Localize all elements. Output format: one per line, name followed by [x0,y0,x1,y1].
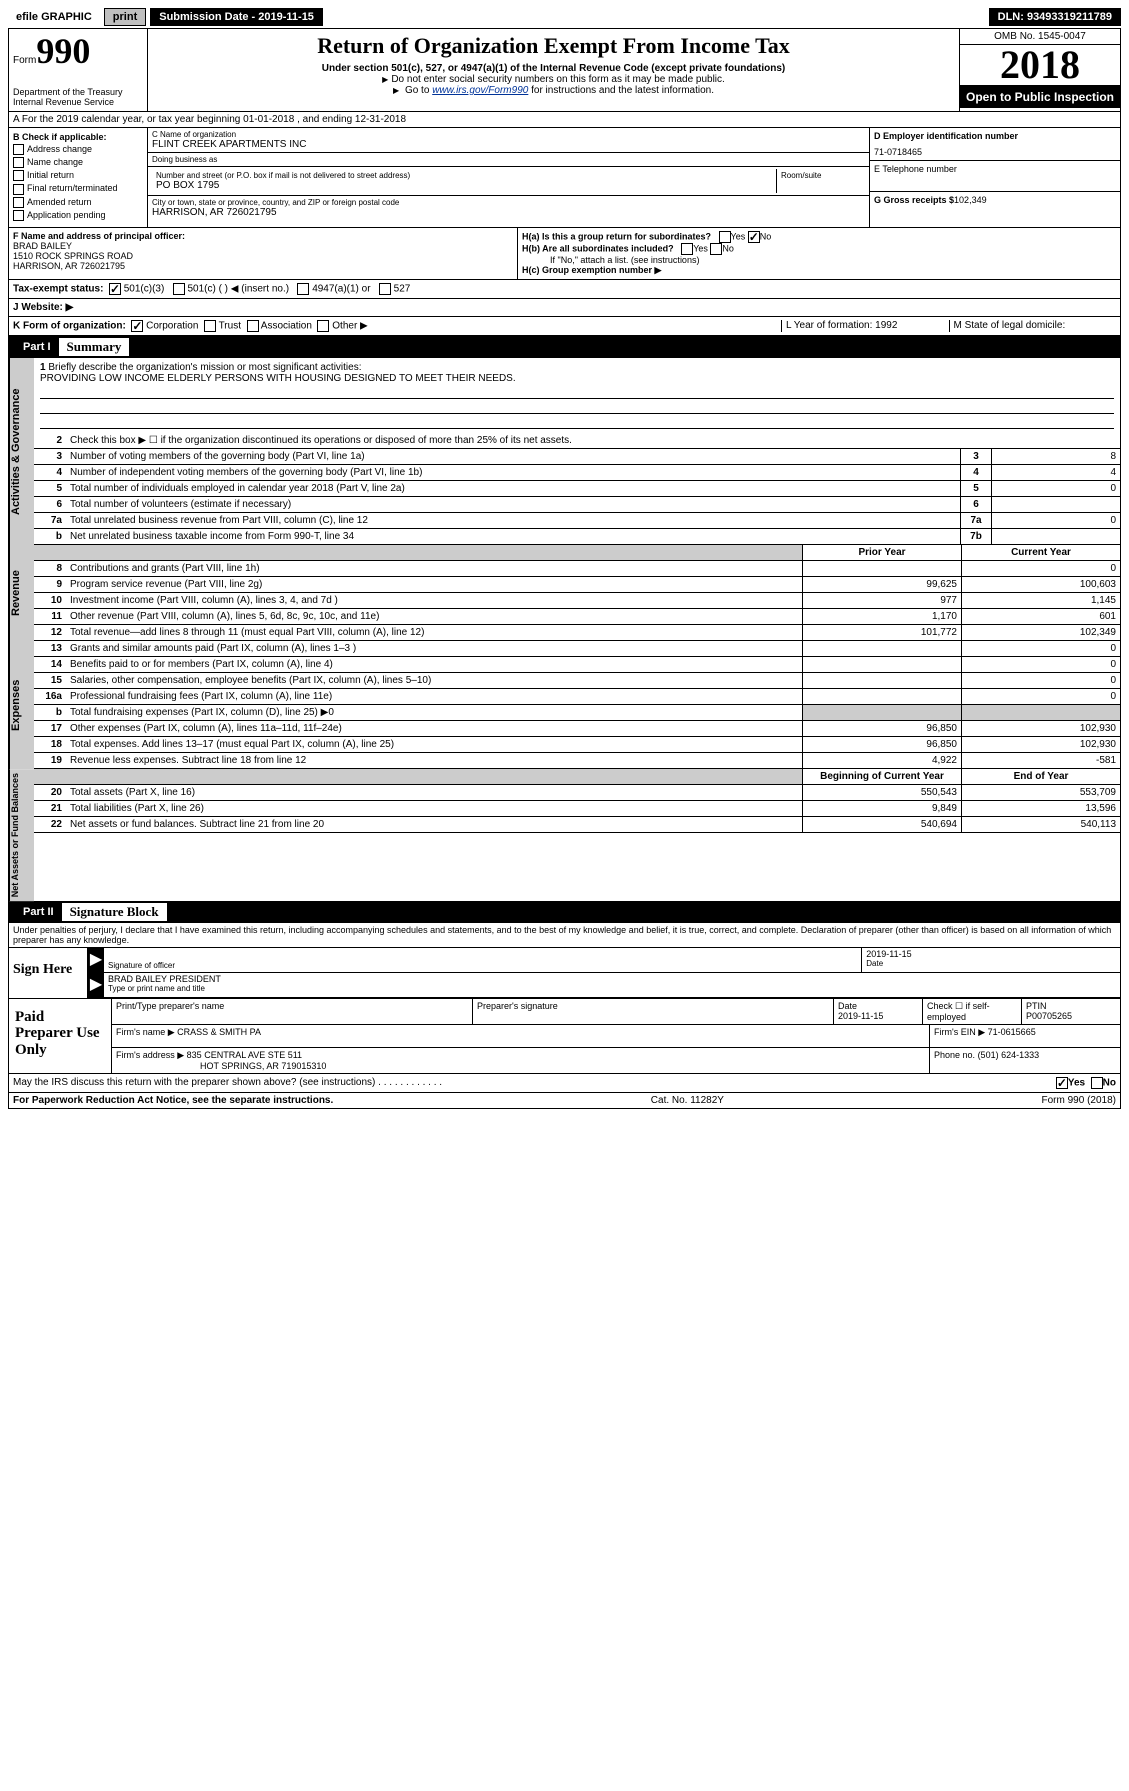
street-address: PO BOX 1795 [156,180,772,191]
summary-line: 9Program service revenue (Part VIII, lin… [34,577,1120,593]
sign-date: 2019-11-15 [866,949,1116,959]
row-k: K Form of organization: Corporation Trus… [9,317,1120,336]
city-state-zip: HARRISON, AR 726021795 [152,207,865,218]
open-public-badge: Open to Public Inspection [960,86,1120,108]
title-cell: Return of Organization Exempt From Incom… [148,29,959,111]
firm-name: CRASS & SMITH PA [177,1027,261,1037]
summary-line: 12Total revenue—add lines 8 through 11 (… [34,625,1120,641]
summary-line: 4Number of independent voting members of… [34,465,1120,481]
col-c: C Name of organization FLINT CREEK APART… [148,128,869,227]
summary-line: 20Total assets (Part X, line 16)550,5435… [34,785,1120,801]
col-f: F Name and address of principal officer:… [9,228,518,279]
submission-date-button[interactable]: Submission Date - 2019-11-15 [150,8,323,26]
summary-line: 18Total expenses. Add lines 13–17 (must … [34,737,1120,753]
summary-line: bNet unrelated business taxable income f… [34,529,1120,545]
col-h: H(a) Is this a group return for subordin… [518,228,1120,279]
firm-ein: 71-0615665 [988,1027,1036,1037]
footer: For Paperwork Reduction Act Notice, see … [9,1092,1120,1108]
summary-line: 2Check this box ▶ ☐ if the organization … [34,433,1120,449]
summary-line: 14Benefits paid to or for members (Part … [34,657,1120,673]
officer-name-title: BRAD BAILEY PRESIDENT [108,974,1116,984]
mission-text: PROVIDING LOW INCOME ELDERLY PERSONS WIT… [40,373,516,384]
summary-line: 3Number of voting members of the governi… [34,449,1120,465]
instructions-link[interactable]: www.irs.gov/Form990 [432,85,528,96]
ptin: P00705265 [1026,1011,1072,1021]
summary-line: 17Other expenses (Part IX, column (A), l… [34,721,1120,737]
print-button[interactable]: print [104,8,146,26]
dln-label: DLN: 93493319211789 [989,8,1121,26]
gross-receipts: 102,349 [954,195,987,205]
form-title: Return of Organization Exempt From Incom… [154,33,953,59]
efile-label: efile GRAPHIC [8,9,100,25]
prior-year-header: Prior Year [802,545,961,560]
summary-line: bTotal fundraising expenses (Part IX, co… [34,705,1120,721]
summary-line: 11Other revenue (Part VIII, column (A), … [34,609,1120,625]
current-year-header: Current Year [961,545,1120,560]
vtab-expenses: Expenses [9,641,34,769]
vtab-governance: Activities & Governance [9,358,34,545]
officer-name: BRAD BAILEY [13,241,72,251]
part-1-header: Part I Summary [9,336,1120,358]
row-a: A For the 2019 calendar year, or tax yea… [9,112,1120,128]
section-b-through-g: B Check if applicable: Address change Na… [9,128,1120,228]
sign-here-block: Sign Here ▶ Signature of officer 2019-11… [9,947,1120,998]
row-i: Tax-exempt status: 501(c)(3) 501(c) ( ) … [9,280,1120,299]
form-number: 990 [36,33,90,69]
top-bar: efile GRAPHIC print Submission Date - 20… [8,8,1121,26]
net-assets-section: Net Assets or Fund Balances Beginning of… [9,769,1120,901]
header-right: OMB No. 1545-0047 2018 Open to Public In… [959,29,1120,111]
form-header: Form 990 Department of the Treasury Inte… [9,29,1120,112]
col-d-e-g: D Employer identification number 71-0718… [869,128,1120,227]
activities-governance-section: Activities & Governance 1 Briefly descri… [9,358,1120,545]
summary-line: 21Total liabilities (Part X, line 26)9,8… [34,801,1120,817]
col-b: B Check if applicable: Address change Na… [9,128,148,227]
summary-line: 8Contributions and grants (Part VIII, li… [34,561,1120,577]
may-irs-row: May the IRS discuss this return with the… [9,1073,1120,1092]
year-formation: L Year of formation: 1992 [786,320,950,332]
state-domicile: M State of legal domicile: [950,320,1117,332]
summary-line: 13Grants and similar amounts paid (Part … [34,641,1120,657]
form-number-cell: Form 990 Department of the Treasury Inte… [9,29,148,111]
summary-line: 10Investment income (Part VIII, column (… [34,593,1120,609]
firm-phone: (501) 624-1333 [978,1050,1040,1060]
vtab-revenue: Revenue [9,545,34,641]
summary-line: 22Net assets or fund balances. Subtract … [34,817,1120,833]
summary-line: 16aProfessional fundraising fees (Part I… [34,689,1120,705]
part-2-header: Part II Signature Block [9,901,1120,923]
summary-line: 15Salaries, other compensation, employee… [34,673,1120,689]
sign-here-label: Sign Here [9,948,87,998]
ein: 71-0718465 [874,147,1116,157]
summary-line: 6Total number of volunteers (estimate if… [34,497,1120,513]
summary-line: 19Revenue less expenses. Subtract line 1… [34,753,1120,769]
form-container: Form 990 Department of the Treasury Inte… [8,28,1121,1109]
tax-year: 2018 [960,45,1120,86]
vtab-net-assets: Net Assets or Fund Balances [9,769,34,901]
row-f-h: F Name and address of principal officer:… [9,228,1120,280]
revenue-section: Revenue Prior Year Current Year 8Contrib… [9,545,1120,641]
summary-line: 5Total number of individuals employed in… [34,481,1120,497]
org-name: FLINT CREEK APARTMENTS INC [152,139,865,150]
summary-line: 7aTotal unrelated business revenue from … [34,513,1120,529]
expenses-section: Expenses 13Grants and similar amounts pa… [9,641,1120,769]
paid-preparer-label: Paid Preparer Use Only [9,999,111,1073]
row-j: J Website: ▶ [9,299,1120,317]
perjury-text: Under penalties of perjury, I declare th… [9,923,1120,947]
paid-preparer-block: Paid Preparer Use Only Print/Type prepar… [9,998,1120,1073]
